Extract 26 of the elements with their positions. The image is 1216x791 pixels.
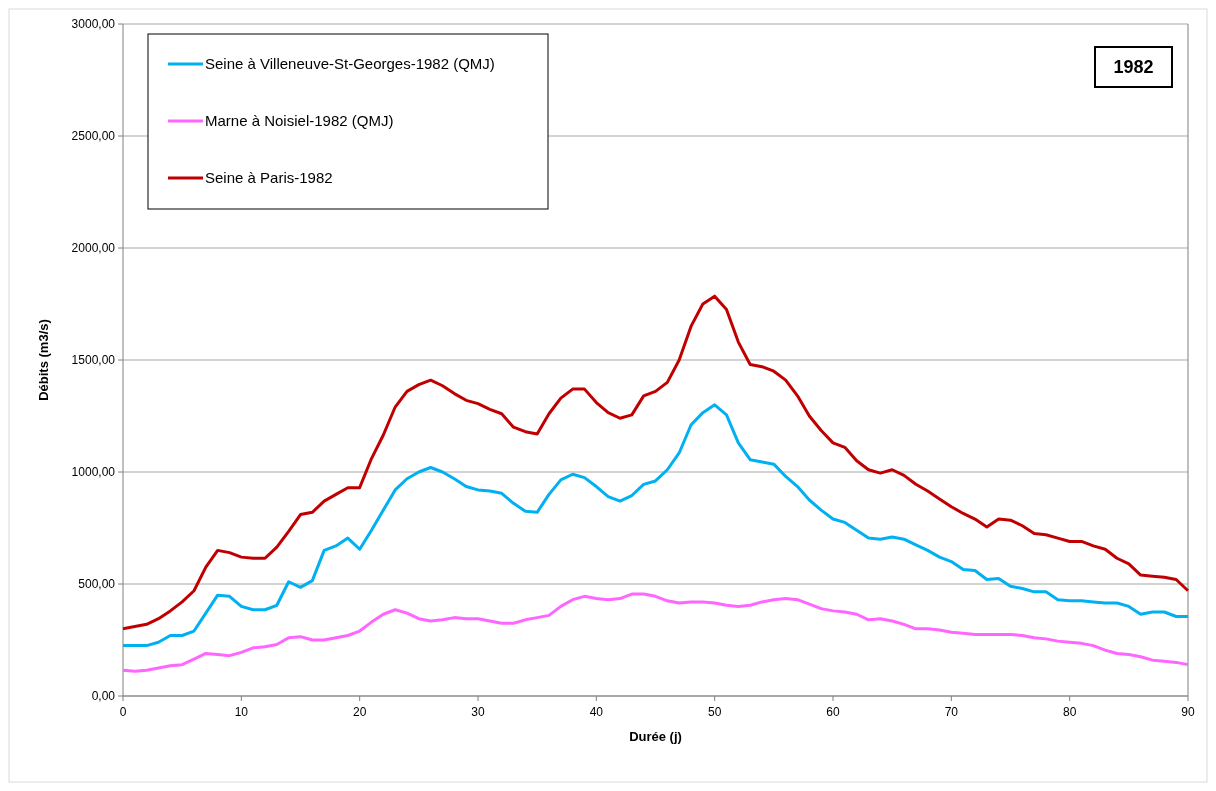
line-series	[121, 592, 1190, 673]
x-tick-label: 90	[1181, 705, 1195, 719]
line-series	[121, 294, 1190, 631]
y-tick-label: 1500,00	[71, 353, 116, 368]
line-series	[121, 403, 1190, 648]
y-tick-label: 2000,00	[71, 241, 116, 256]
x-tick-label: 60	[826, 705, 840, 719]
x-tick-label: 50	[707, 705, 722, 719]
x-tick-label: 40	[589, 705, 604, 719]
x-tick-label: 20	[352, 705, 367, 719]
y-axis-title: Débits (m3/s)	[36, 319, 51, 401]
y-tick-label: 3000,00	[71, 17, 116, 32]
x-tick-label: 0	[119, 705, 127, 719]
y-tick-label: 2500,00	[71, 129, 116, 144]
legend-label: Seine à Villeneuve-St-Georges-1982 (QMJ)	[205, 55, 495, 73]
x-tick-label: 80	[1062, 705, 1077, 719]
x-tick-label: 30	[471, 705, 485, 719]
x-axis-title: Durée (j)	[629, 729, 682, 744]
legend-label: Marne à Noisiel-1982 (QMJ)	[205, 112, 394, 130]
legend-label: Seine à Paris-1982	[205, 169, 333, 187]
x-tick-label: 70	[944, 705, 959, 719]
x-tick-label: 10	[234, 705, 249, 719]
annotation: 1982	[1113, 57, 1154, 78]
y-tick-label: 0,00	[91, 689, 116, 704]
y-tick-label: 500,00	[78, 577, 116, 592]
y-tick-label: 1000,00	[71, 465, 116, 480]
